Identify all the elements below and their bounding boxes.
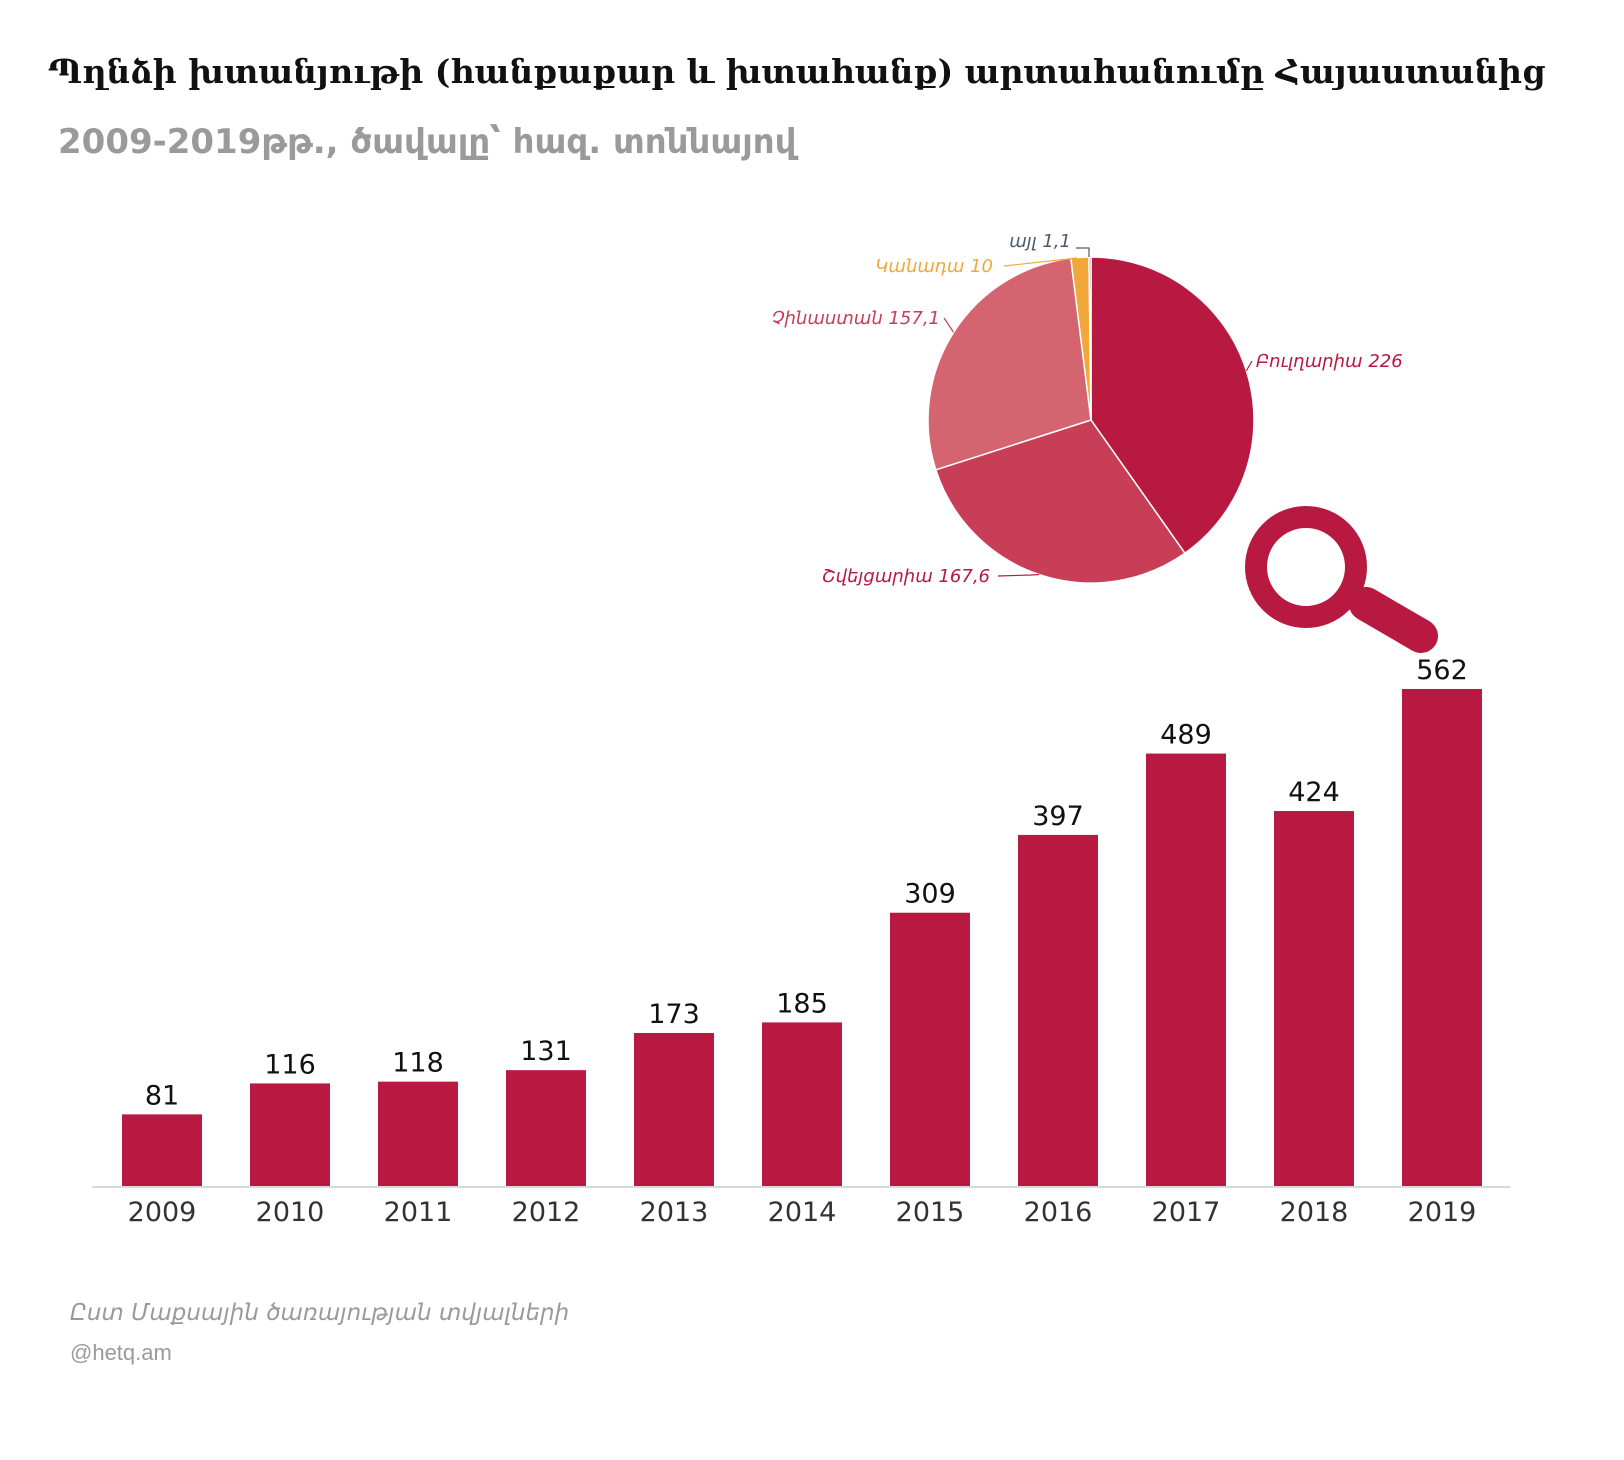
x-tick-2010: 2010 [256,1197,325,1228]
data-label-2012: 131 [520,1036,572,1067]
pie-leader-2 [943,317,955,333]
x-tick-2011: 2011 [384,1197,453,1228]
x-tick-2016: 2016 [1024,1197,1093,1228]
pie-label-4: այլ 1,1 [1009,231,1071,252]
x-tick-2012: 2012 [512,1197,581,1228]
pie-label-value-0: 226 [1368,351,1402,372]
magnifier-lens [1245,506,1367,628]
x-tick-2014: 2014 [768,1197,837,1228]
bar-2011 [378,1081,458,1186]
data-label-2014: 185 [776,988,828,1019]
magnifier-icon [1245,506,1438,653]
bar-2019 [1402,689,1482,1186]
bar-2010 [250,1083,330,1186]
x-tick-2015: 2015 [896,1197,965,1228]
credit-note: @hetq.am [70,1340,172,1365]
pie-label-name-0: Բուլղարիա [1256,351,1368,372]
pie-label-3: Կանադա 10 [875,256,993,277]
x-tick-2017: 2017 [1152,1197,1221,1228]
data-label-2009: 81 [145,1080,179,1111]
chart-subtitle: 2009-2019թթ., ծավալը՝ հազ. տոննայով [58,122,796,162]
pie-label-name-1: Շվեյցարիա [822,566,938,587]
pie-slice-0 [1090,256,1255,555]
data-label-2016: 397 [1032,801,1084,832]
bar-2013 [634,1033,714,1186]
chart-title: Պղնձի խտանյութի (հանքաքար և խտահանք) արտ… [48,52,1546,91]
bar-chart: 81 2009 116 2010 118 2011 131 2012 173 2013 185 201… [92,655,1510,1228]
bar-2017 [1146,753,1226,1186]
pie-leader-3 [1003,257,1078,267]
x-tick-2019: 2019 [1408,1197,1477,1228]
data-label-2013: 173 [648,999,700,1030]
bar-2012 [506,1070,586,1186]
data-label-2018: 424 [1288,777,1340,808]
x-tick-2009: 2009 [128,1197,197,1228]
data-label-2017: 489 [1160,720,1212,751]
pie-chart: Բուլղարիա 226 Շվեյցարիա 167,6 Չինաստան 157… [772,231,1403,587]
pie-label-value-4: 1,1 [1042,231,1071,252]
x-tick-2013: 2013 [640,1197,709,1228]
pie-label-name-3: Կանադա [875,256,970,277]
pie-label-name-2: Չինաստան [772,308,889,329]
bar-2016 [1018,834,1098,1186]
pie-label-value-3: 10 [970,256,993,277]
x-tick-2018: 2018 [1280,1197,1349,1228]
subtitle-years: 2009-2019թթ., [58,122,339,162]
pie-label-0: Բուլղարիա 226 [1256,351,1403,372]
bar-2014 [762,1022,842,1186]
pie-leader-1 [997,573,1040,577]
pie-slice-1 [934,419,1186,584]
pie-label-value-1: 167,6 [938,566,990,587]
bar-2009 [122,1114,202,1186]
pie-leader-4 [1076,247,1090,257]
magnifier-handle [1349,587,1438,653]
subtitle-unit: ծավալը՝ հազ. տոննայով [350,122,797,162]
pie-label-name-4: այլ [1009,231,1042,252]
data-label-2015: 309 [904,879,956,910]
pie-label-2: Չինաստան 157,1 [772,308,940,329]
bar-2018 [1274,811,1354,1186]
source-note: Ըստ Մաքսային ծառայության տվյալների [70,1300,570,1326]
data-label-2019: 562 [1416,655,1468,686]
pie-label-1: Շվեյցարիա 167,6 [822,566,990,587]
pie-slice-2 [927,257,1092,471]
pie-leader-0 [1245,360,1253,372]
pie-slice-4 [1088,256,1092,421]
pie-label-value-2: 157,1 [888,308,940,329]
data-label-2010: 116 [264,1049,316,1080]
bar-2015 [890,912,970,1186]
data-label-2011: 118 [392,1048,444,1079]
